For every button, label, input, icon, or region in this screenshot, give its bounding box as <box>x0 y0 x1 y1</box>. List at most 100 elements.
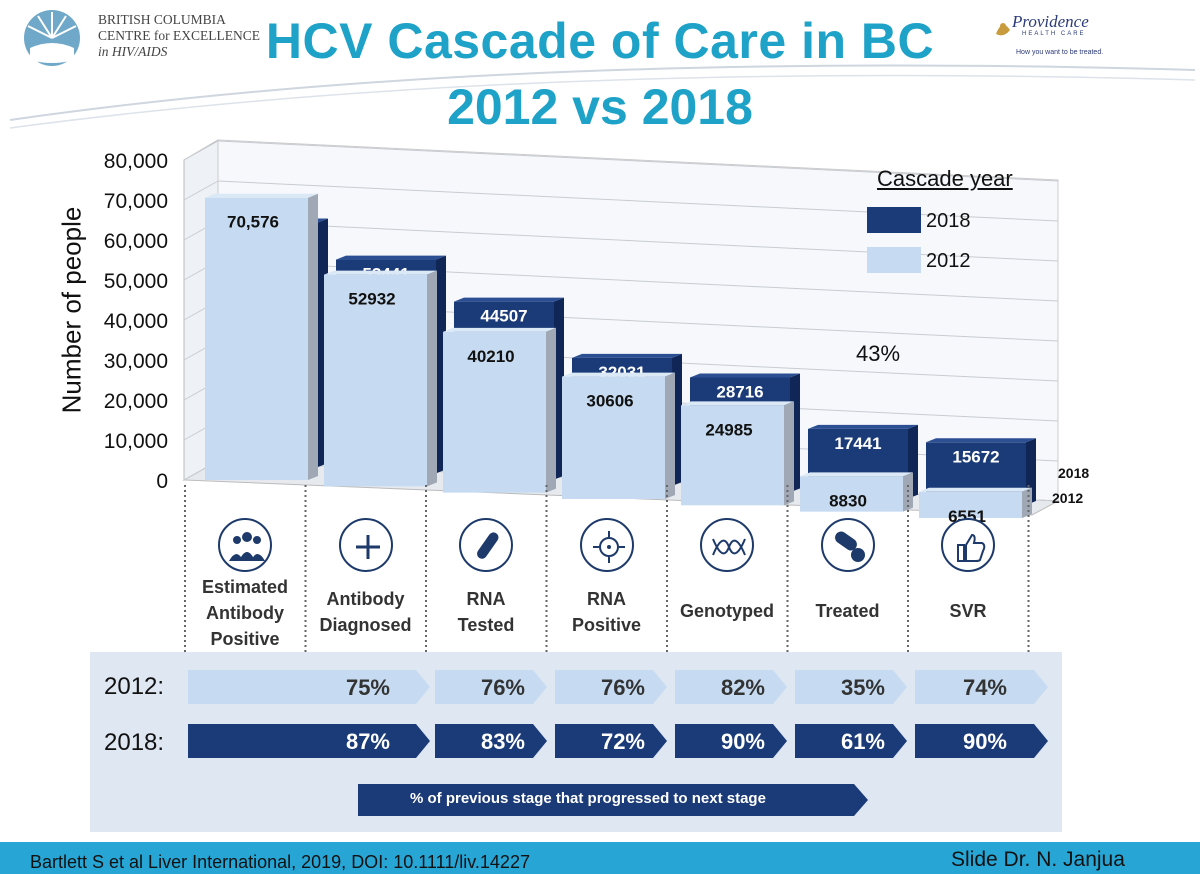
data-label-2012: 8830 <box>829 491 867 510</box>
bar-2012-top <box>681 401 794 406</box>
depth-label-2018: 2018 <box>1058 465 1089 481</box>
header-swoosh <box>9 64 1196 129</box>
stage-labels-area: Estimated Antibody Positive Antibody Diagnos… <box>185 490 1035 649</box>
stage-0: Estimated Antibody Positive <box>185 490 305 649</box>
bar-2012-top <box>562 372 675 377</box>
y-tick-label: 80,000 <box>104 150 168 173</box>
bar-2012-top <box>919 487 1032 492</box>
slide-title: HCV Cascade of Care in BC <box>265 13 935 69</box>
stage-label-line: Diagnosed <box>319 615 412 635</box>
y-tick-label: 0 <box>156 470 168 493</box>
arrow-2012 <box>795 670 907 704</box>
stage-label-line: RNA <box>466 589 506 609</box>
bar-2018-top <box>572 353 682 358</box>
arrow-2012 <box>188 670 430 704</box>
y-tick-label: 10,000 <box>104 430 168 453</box>
stage-label-line: Estimated <box>201 577 289 597</box>
bar-2012 <box>324 274 427 487</box>
y-tick-label: 20,000 <box>104 390 168 413</box>
row-label-2018: 2018: <box>104 729 165 756</box>
footer-bar <box>0 842 1200 874</box>
arrow-2012 <box>918 670 1048 704</box>
data-label-2018: 15672 <box>952 447 999 466</box>
bar-2012 <box>443 331 546 493</box>
arrow-2018 <box>188 724 430 758</box>
test-tube-icon <box>459 518 513 572</box>
arrow-2018 <box>918 724 1048 758</box>
gridline <box>217 140 1059 182</box>
progression-2018-value: 90% <box>962 729 1007 754</box>
bar-2012 <box>919 491 1022 518</box>
stage-6: SVR <box>908 490 1028 640</box>
bar-2012-side <box>665 372 675 499</box>
depth-label-2012: 2012 <box>1052 490 1083 506</box>
y-tick-label: 70,000 <box>104 190 168 213</box>
data-label-2018: 17441 <box>834 434 881 453</box>
org-line1: BRITISH COLUMBIA <box>98 12 226 27</box>
stage-label-line: Positive <box>571 615 642 635</box>
arrow-2018 <box>435 724 547 758</box>
citation: Bartlett S et al Liver International, 20… <box>30 852 530 872</box>
progression-2018-value: 61% <box>840 729 885 754</box>
y-tick-label: 60,000 <box>104 230 168 253</box>
progression-2012-value: 76% <box>600 675 645 700</box>
bar-2018-top <box>690 373 800 378</box>
bar-2018-top <box>336 255 446 260</box>
arrow-2012 <box>675 670 787 704</box>
stage-label-line: Antibody <box>206 603 284 623</box>
data-label-2012: 52932 <box>348 290 395 309</box>
arrow-2012 <box>555 670 667 704</box>
progression-2018-value: 83% <box>480 729 525 754</box>
bar-2012-side <box>308 193 318 481</box>
stage-label-line: Tested <box>457 615 515 635</box>
legend-label-2012: 2012 <box>926 250 971 272</box>
data-label-2018: 28716 <box>716 382 763 401</box>
stage-2: RNA Tested <box>426 490 546 640</box>
data-label-2012: 70,576 <box>227 213 279 232</box>
y-tick-label: 30,000 <box>104 350 168 373</box>
arrow-2018 <box>555 724 667 758</box>
annotation-43-percent: 43% <box>856 341 901 366</box>
stage-4: Genotyped <box>667 490 787 640</box>
plus-icon <box>338 518 393 572</box>
progression-2018-value: 87% <box>345 729 390 754</box>
gridline-side <box>183 140 219 161</box>
stage-label-line: Antibody <box>326 589 405 609</box>
data-label-2012: 40210 <box>467 347 514 366</box>
legend-title: Cascade year <box>877 166 1013 191</box>
bar-2012-side <box>903 472 913 512</box>
pills-icon <box>820 518 875 572</box>
bar-2012 <box>205 197 308 481</box>
y-tick-label: 50,000 <box>104 270 168 293</box>
bar-2012-top <box>443 327 556 332</box>
bccfe-logo-icon <box>24 10 80 66</box>
progression-2012-value: 74% <box>962 675 1007 700</box>
arrow-2018 <box>675 724 787 758</box>
slide-credit: Slide Dr. N. Janjua <box>951 848 1125 871</box>
bar-2012-top <box>800 472 913 477</box>
partner-name: Providence <box>1012 12 1089 31</box>
arrow-progression-note <box>358 784 868 816</box>
progression-note: % of previous stage that progressed to n… <box>410 790 766 807</box>
bar-2012-side <box>427 270 437 487</box>
bar-2012-top <box>324 270 437 275</box>
stage-label-line: Treated <box>815 601 880 621</box>
progression-2018-value: 90% <box>720 729 765 754</box>
thumbs-up-icon <box>941 518 995 572</box>
legend-swatch-2012 <box>867 247 921 273</box>
bar-2018-top <box>454 297 564 302</box>
dna-icon <box>700 518 754 572</box>
org-line2: CENTRE for EXCELLENCE <box>98 28 260 43</box>
partner-tagline: How you want to be treated. <box>1016 49 1104 56</box>
progression-2012-value: 76% <box>480 675 525 700</box>
bar-2018-top <box>926 438 1036 443</box>
arrow-2018 <box>795 724 907 758</box>
progression-2012-value: 82% <box>720 675 765 700</box>
bar-2012-top <box>205 193 318 198</box>
bar-2018-side <box>554 297 564 480</box>
stage-label-line: SVR <box>949 601 987 621</box>
stage-1: Antibody Diagnosed <box>306 490 426 640</box>
stage-5: Treated <box>788 490 908 640</box>
